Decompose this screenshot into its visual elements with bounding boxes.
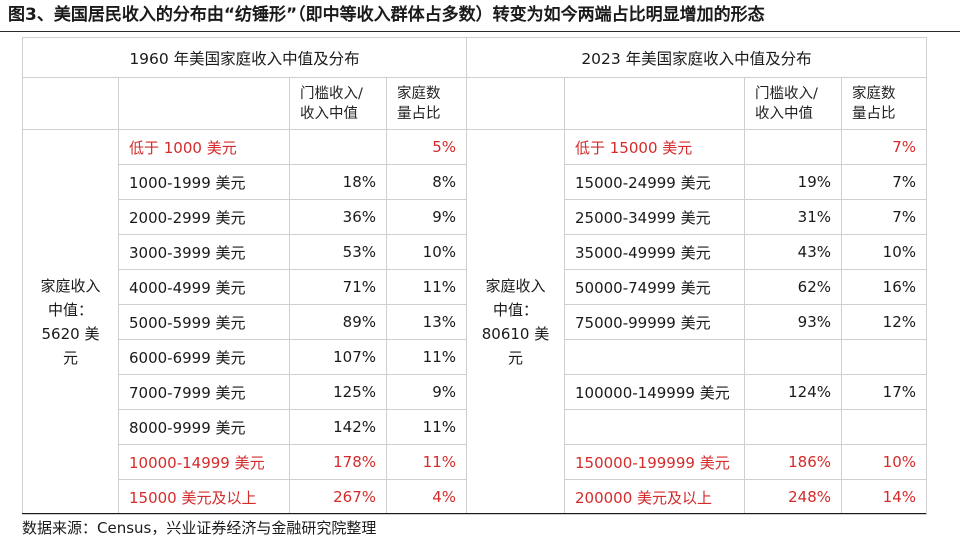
right-range-cell: 100000-149999 美元 [564,374,745,410]
right-share-cell [841,339,927,375]
table-row: 15000 美元及以上 267% 4% 200000 美元及以上 248% 14% [23,479,927,515]
right-threshold-cell: 31% [744,199,842,235]
right-share-cell: 10% [841,444,927,480]
left-corner-cell [22,77,119,130]
title-divider [0,31,960,32]
left-range-cell: 10000-14999 美元 [118,444,290,480]
right-range-cell: 50000-74999 美元 [564,269,745,305]
left-threshold-cell: 71% [289,269,387,305]
left-range-cell: 4000-4999 美元 [118,269,290,305]
table-row: 5000-5999 美元 89% 13% 75000-99999 美元 93% 12% [23,304,927,340]
left-threshold-cell: 107% [289,339,387,375]
left-range-cell: 5000-5999 美元 [118,304,290,340]
right-range-cell [564,339,745,375]
right-range-cell: 35000-49999 美元 [564,234,745,270]
right-range-cell: 200000 美元及以上 [564,479,745,515]
right-share-cell: 10% [841,234,927,270]
left-share-cell: 4% [386,479,467,515]
left-range-header [118,77,290,130]
table-row: 4000-4999 美元 71% 11% 50000-74999 美元 62% 16% [23,269,927,305]
left-threshold-cell: 18% [289,164,387,200]
right-corner-cell [466,77,565,130]
right-range-cell [564,409,745,445]
column-header-row: 门槛收入/收入中值 家庭数 量占比 门槛收入/收入中值 家庭数 量占比 [22,77,927,130]
left-threshold-cell: 53% [289,234,387,270]
left-range-cell: 8000-9999 美元 [118,409,290,445]
left-range-cell: 1000-1999 美元 [118,164,290,200]
right-share-cell: 7% [841,129,927,165]
right-range-cell: 75000-99999 美元 [564,304,745,340]
right-share-cell: 7% [841,199,927,235]
left-share-cell: 11% [386,339,467,375]
right-threshold-cell: 19% [744,164,842,200]
left-range-cell: 7000-7999 美元 [118,374,290,410]
left-threshold-cell: 178% [289,444,387,480]
right-range-cell: 150000-199999 美元 [564,444,745,480]
left-range-cell: 15000 美元及以上 [118,479,290,515]
right-threshold-header: 门槛收入/收入中值 [744,77,842,130]
right-range-header [564,77,745,130]
left-share-cell: 9% [386,374,467,410]
left-threshold-cell [289,129,387,165]
left-threshold-cell: 89% [289,304,387,340]
right-threshold-cell: 43% [744,234,842,270]
right-heading: 2023 年美国家庭收入中值及分布 [466,37,927,78]
right-threshold-cell: 248% [744,479,842,515]
right-median-label: 家庭收入 中值： 80610 美元 [466,129,565,515]
left-threshold-cell: 267% [289,479,387,515]
left-share-cell: 11% [386,269,467,305]
table-row: 7000-7999 美元 125% 9% 100000-149999 美元 124% 17… [23,374,927,410]
table-row: 10000-14999 美元 178% 11% 150000-199999 美元 186… [23,444,927,480]
left-threshold-cell: 36% [289,199,387,235]
header-row: 1960 年美国家庭收入中值及分布 2023 年美国家庭收入中值及分布 [22,37,927,78]
right-threshold-cell: 62% [744,269,842,305]
left-share-header: 家庭数 量占比 [386,77,467,130]
right-share-cell: 16% [841,269,927,305]
left-range-cell: 低于 1000 美元 [118,129,290,165]
income-distribution-table: 1960 年美国家庭收入中值及分布 2023 年美国家庭收入中值及分布 门槛收入… [22,37,927,515]
left-share-cell: 8% [386,164,467,200]
left-heading: 1960 年美国家庭收入中值及分布 [22,37,467,78]
right-threshold-cell: 186% [744,444,842,480]
left-threshold-cell: 125% [289,374,387,410]
source-note: 数据来源：Census，兴业证券经济与金融研究院整理 [22,519,377,537]
left-share-cell: 11% [386,409,467,445]
right-threshold-cell: 93% [744,304,842,340]
table-row: 家庭收入 中值： 5620 美元低于 1000 美元 5% 家庭收入 中值： 80610 美… [22,129,927,515]
right-threshold-cell [744,339,842,375]
right-share-cell: 7% [841,164,927,200]
table-row: 3000-3999 美元 53% 10% 35000-49999 美元 43% 10% [23,234,927,270]
left-range-cell: 3000-3999 美元 [118,234,290,270]
left-threshold-cell: 142% [289,409,387,445]
right-range-cell: 25000-34999 美元 [564,199,745,235]
right-threshold-cell [744,409,842,445]
left-share-cell: 10% [386,234,467,270]
left-share-cell: 5% [386,129,467,165]
right-threshold-cell: 124% [744,374,842,410]
left-range-cell: 6000-6999 美元 [118,339,290,375]
right-share-cell: 17% [841,374,927,410]
left-threshold-header: 门槛收入/收入中值 [289,77,387,130]
right-threshold-cell [744,129,842,165]
right-range-cell: 低于 15000 美元 [564,129,745,165]
left-range-cell: 2000-2999 美元 [118,199,290,235]
right-share-cell: 14% [841,479,927,515]
left-share-cell: 9% [386,199,467,235]
left-share-cell: 13% [386,304,467,340]
right-share-cell: 12% [841,304,927,340]
source-divider [22,513,926,514]
figure-title: 图3、美国居民收入的分布由“纺锤形”（即中等收入群体占多数）转变为如今两端占比明… [8,5,765,25]
table-row: 1000-1999 美元 18% 8% 15000-24999 美元 19% 7% [23,164,927,200]
right-share-cell [841,409,927,445]
right-share-header: 家庭数 量占比 [841,77,927,130]
left-median-label: 家庭收入 中值： 5620 美元 [22,129,119,515]
left-share-cell: 11% [386,444,467,480]
table-row: 6000-6999 美元 107% 11% [23,339,927,375]
table-row: 2000-2999 美元 36% 9% 25000-34999 美元 31% 7% [23,199,927,235]
right-range-cell: 15000-24999 美元 [564,164,745,200]
